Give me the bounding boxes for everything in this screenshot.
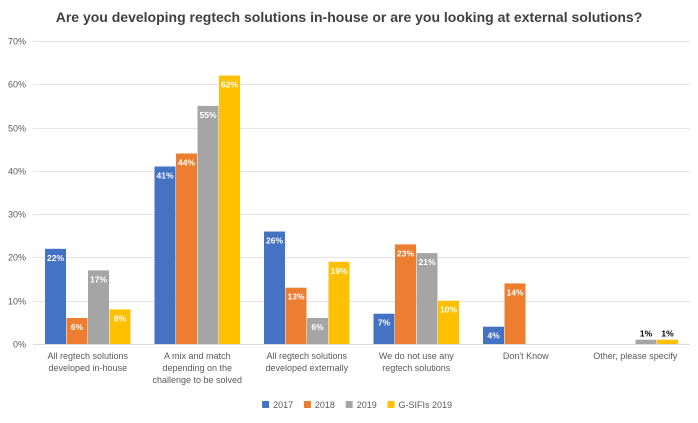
- bars: [45, 75, 678, 345]
- y-tick-label: 50%: [8, 124, 26, 134]
- bar-2019: [197, 105, 219, 345]
- legend-item: G-SIFIs 2019: [387, 400, 453, 410]
- x-category-label: challenge to be solved: [153, 375, 243, 385]
- y-tick-label: 40%: [8, 167, 26, 177]
- x-category-label: All regtech solutions: [48, 351, 129, 361]
- y-tick-label: 0%: [13, 340, 26, 350]
- data-label: 44%: [178, 158, 195, 168]
- bar-2019: [307, 318, 328, 344]
- data-label: 19%: [330, 266, 347, 276]
- x-category-label: developed in-house: [49, 363, 128, 373]
- legend-label: 2017: [273, 400, 293, 410]
- bar-2018: [504, 283, 526, 344]
- bar-2017: [264, 231, 285, 344]
- x-category-label: developed externally: [266, 363, 349, 373]
- data-label: 55%: [199, 110, 216, 120]
- data-label: 8%: [114, 313, 127, 323]
- legend-label: 2019: [357, 400, 377, 410]
- bar-2017: [373, 313, 395, 344]
- bar-2018: [395, 244, 416, 344]
- legend-swatch: [345, 401, 353, 408]
- bar-2018: [66, 318, 88, 344]
- y-axis-tick-labels: 0% 10% 20% 30% 40% 50% 60% 70%: [8, 37, 26, 350]
- x-category-label: Don't Know: [503, 351, 549, 361]
- y-tick-label: 30%: [8, 210, 26, 220]
- bar-2019: [416, 253, 438, 344]
- data-label: 1%: [640, 329, 653, 339]
- x-category-label: A mix and match: [164, 351, 231, 361]
- data-label: 41%: [156, 171, 173, 181]
- x-category-label: regtech solutions: [382, 363, 451, 373]
- bar-2018: [176, 153, 197, 344]
- x-category-label: All regtech solutions: [267, 351, 348, 361]
- legend: 2017 2018 2019 G-SIFIs 2019: [262, 400, 452, 410]
- data-label: 6%: [311, 322, 324, 332]
- data-labels: 22% 6% 17% 8% 41% 44% 55% 62% 26% 13% 6% 19% 7% 23% 21…: [47, 80, 674, 341]
- legend-label: G-SIFIs 2019: [399, 400, 453, 410]
- legend-swatch: [387, 401, 395, 408]
- bar-2019: [88, 270, 109, 344]
- x-category-label: Other, please specify: [593, 351, 678, 361]
- gridlines: [33, 41, 690, 345]
- data-label: 13%: [287, 292, 304, 302]
- data-label: 14%: [506, 287, 523, 297]
- data-label: 21%: [418, 257, 435, 267]
- data-label: 1%: [661, 329, 674, 339]
- data-label: 22%: [47, 253, 64, 263]
- data-label: 10%: [440, 305, 457, 315]
- data-label: 17%: [90, 274, 107, 284]
- legend-label: 2018: [315, 400, 335, 410]
- x-category-label: We do not use any: [379, 351, 454, 361]
- bar-2017: [154, 166, 176, 344]
- legend-swatch: [262, 401, 270, 408]
- y-tick-label: 70%: [8, 37, 26, 47]
- bar-g-sifis-2019: [328, 261, 350, 344]
- data-label: 23%: [397, 248, 414, 258]
- legend-item: 2019: [345, 400, 377, 410]
- y-tick-label: 60%: [8, 80, 26, 90]
- legend-swatch: [303, 401, 311, 408]
- y-tick-label: 10%: [8, 297, 26, 307]
- bar-2019: [635, 339, 657, 344]
- bar-2017: [483, 326, 504, 344]
- data-label: 62%: [221, 80, 238, 90]
- bar-g-sifis-2019: [657, 339, 678, 344]
- bar-g-sifis-2019: [438, 300, 459, 344]
- x-category-label: depending on the: [163, 363, 233, 373]
- data-label: 4%: [487, 331, 500, 341]
- legend-item: 2017: [262, 400, 293, 410]
- data-label: 26%: [266, 236, 283, 246]
- data-label: 7%: [378, 318, 391, 328]
- bar-g-sifis-2019: [109, 309, 131, 344]
- data-label: 6%: [71, 322, 84, 332]
- bar-2017: [45, 248, 66, 344]
- legend-item: 2018: [303, 400, 335, 410]
- bar-g-sifis-2019: [219, 75, 240, 344]
- chart-title: Are you developing regtech solutions in-…: [55, 9, 643, 25]
- y-tick-label: 20%: [8, 253, 26, 263]
- bar-2018: [285, 287, 307, 344]
